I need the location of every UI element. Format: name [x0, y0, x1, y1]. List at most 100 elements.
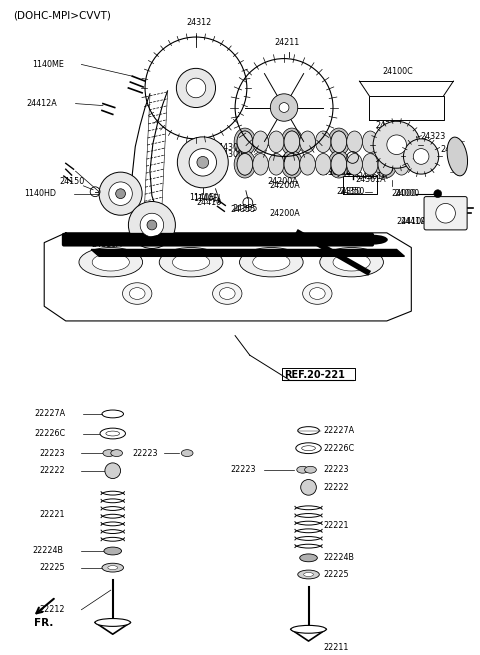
- Ellipse shape: [240, 248, 303, 277]
- Circle shape: [109, 182, 132, 206]
- Text: 22212: 22212: [39, 605, 65, 614]
- Ellipse shape: [300, 131, 315, 153]
- Circle shape: [413, 149, 429, 164]
- Text: 22223: 22223: [39, 449, 65, 458]
- Text: 24200A: 24200A: [269, 209, 300, 217]
- Ellipse shape: [284, 153, 300, 175]
- Text: 22222: 22222: [39, 466, 65, 476]
- Text: 24322: 24322: [375, 121, 400, 130]
- Ellipse shape: [291, 626, 326, 633]
- Circle shape: [270, 94, 298, 121]
- Ellipse shape: [253, 131, 268, 153]
- Ellipse shape: [64, 234, 93, 244]
- Text: 24323: 24323: [420, 132, 445, 141]
- Text: 24410A: 24410A: [400, 217, 431, 225]
- Text: 24312: 24312: [186, 18, 211, 28]
- Text: 1140EJ: 1140EJ: [193, 194, 220, 203]
- FancyBboxPatch shape: [424, 196, 467, 230]
- Ellipse shape: [284, 153, 300, 175]
- Text: 1140HD: 1140HD: [24, 189, 57, 198]
- Ellipse shape: [304, 572, 313, 576]
- Ellipse shape: [359, 234, 388, 244]
- Ellipse shape: [106, 234, 135, 244]
- Text: FR.: FR.: [35, 618, 54, 628]
- Text: 1140ME: 1140ME: [33, 60, 64, 69]
- Ellipse shape: [79, 248, 143, 277]
- Ellipse shape: [362, 153, 378, 175]
- Circle shape: [99, 172, 142, 215]
- Text: 22226C: 22226C: [323, 443, 354, 453]
- Ellipse shape: [104, 547, 121, 555]
- Ellipse shape: [331, 131, 347, 153]
- Ellipse shape: [378, 153, 394, 175]
- Circle shape: [176, 68, 216, 107]
- Ellipse shape: [213, 283, 242, 305]
- Text: 24355: 24355: [230, 205, 255, 214]
- Text: 24412A: 24412A: [26, 99, 57, 108]
- Ellipse shape: [148, 234, 177, 244]
- Text: 24200A: 24200A: [267, 178, 298, 187]
- Ellipse shape: [92, 253, 130, 271]
- Circle shape: [186, 78, 206, 98]
- Ellipse shape: [362, 131, 378, 153]
- Ellipse shape: [103, 450, 115, 457]
- Polygon shape: [291, 627, 326, 639]
- Text: 24350: 24350: [336, 187, 361, 196]
- Text: 24211: 24211: [274, 38, 300, 47]
- Ellipse shape: [378, 153, 394, 175]
- Ellipse shape: [111, 450, 122, 457]
- Ellipse shape: [296, 443, 321, 453]
- Text: REF.20-221: REF.20-221: [284, 369, 345, 380]
- Ellipse shape: [298, 570, 319, 579]
- Circle shape: [140, 214, 164, 236]
- Circle shape: [197, 157, 209, 168]
- Ellipse shape: [328, 151, 349, 178]
- Circle shape: [300, 479, 316, 495]
- Ellipse shape: [284, 131, 300, 153]
- Ellipse shape: [347, 131, 362, 153]
- Ellipse shape: [315, 131, 331, 153]
- Circle shape: [147, 220, 157, 230]
- Text: 24321: 24321: [441, 145, 466, 154]
- Ellipse shape: [281, 128, 303, 155]
- Text: 22223: 22223: [230, 465, 256, 474]
- Ellipse shape: [284, 131, 300, 153]
- Circle shape: [436, 204, 456, 223]
- Text: 1430JB: 1430JB: [318, 168, 346, 177]
- Ellipse shape: [331, 153, 347, 175]
- Ellipse shape: [100, 428, 125, 439]
- Circle shape: [128, 202, 175, 248]
- Text: 1430JB: 1430JB: [328, 168, 356, 177]
- Text: 24200A: 24200A: [269, 181, 300, 191]
- Text: 1140EJ: 1140EJ: [189, 193, 216, 202]
- Text: 24410: 24410: [196, 198, 221, 206]
- Ellipse shape: [394, 153, 409, 175]
- Circle shape: [404, 139, 439, 174]
- Text: 22221: 22221: [323, 521, 348, 529]
- Text: 24350: 24350: [340, 187, 365, 196]
- Ellipse shape: [378, 131, 394, 153]
- Text: 24361A: 24361A: [358, 172, 388, 181]
- Text: 22223: 22223: [132, 449, 158, 458]
- Text: 22224B: 22224B: [33, 546, 63, 555]
- Text: 24355: 24355: [232, 204, 258, 213]
- Text: 24100C: 24100C: [382, 67, 413, 76]
- Ellipse shape: [234, 128, 256, 155]
- Ellipse shape: [190, 234, 219, 244]
- Text: 24000: 24000: [392, 189, 417, 198]
- Ellipse shape: [253, 153, 268, 175]
- Ellipse shape: [268, 131, 284, 153]
- Text: 22225: 22225: [323, 570, 349, 579]
- Circle shape: [434, 190, 442, 198]
- Ellipse shape: [300, 554, 317, 562]
- Text: 22227A: 22227A: [323, 426, 354, 435]
- Ellipse shape: [237, 131, 253, 153]
- Text: 22211: 22211: [323, 643, 348, 652]
- Ellipse shape: [331, 153, 347, 175]
- Ellipse shape: [108, 566, 118, 570]
- Ellipse shape: [347, 153, 362, 175]
- Ellipse shape: [378, 131, 394, 153]
- Text: 1430JB: 1430JB: [218, 143, 246, 152]
- Ellipse shape: [274, 234, 304, 244]
- Ellipse shape: [172, 253, 210, 271]
